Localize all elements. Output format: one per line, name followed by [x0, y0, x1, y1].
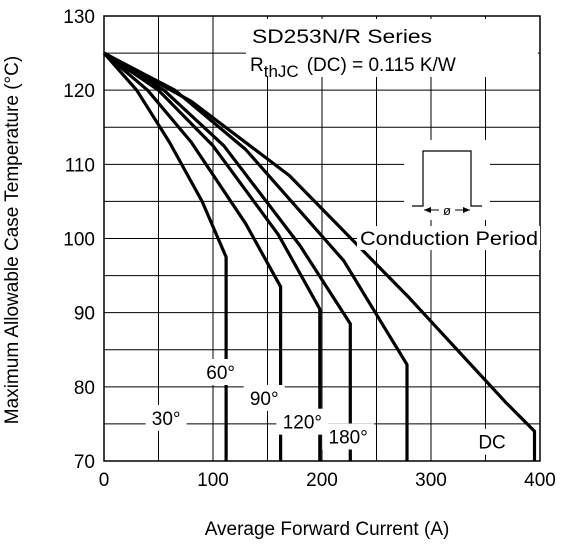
- curve-labels: 30° 60° 90°120° 180° DC: [145, 359, 508, 455]
- curve-label-backdrop: [477, 428, 508, 455]
- y-tick-label: 90: [74, 304, 95, 325]
- inset-label-backdrop: [357, 226, 540, 250]
- x-tick-label: 300: [415, 470, 447, 491]
- series-line: [103, 51, 537, 461]
- x-tick-label: 100: [197, 470, 229, 491]
- x-tick-label: 200: [306, 470, 338, 491]
- series-line: [102, 51, 283, 461]
- series-line: [102, 52, 228, 461]
- thermal-resistance-text: RthJC (DC) = 0.115 K/W: [250, 55, 456, 81]
- curve-label-backdrop: [145, 404, 187, 431]
- series-lines: [102, 51, 537, 461]
- conduction-pulse-icon: [412, 150, 482, 207]
- y-axis-title: Maximum Allowable Case Temperature (°C): [2, 56, 23, 424]
- rth-value: (DC) = 0.115 K/W: [307, 55, 456, 76]
- curve-label: 90°: [250, 389, 279, 410]
- tick-labels: 0 100 200 300 400 70 80 90 100 110 120 130: [63, 7, 556, 491]
- period-arrow-left-head: [424, 207, 431, 213]
- series-line: [103, 51, 322, 461]
- x-tick-label: 0: [99, 470, 110, 491]
- series-title-text: SD253N/R Series: [252, 27, 432, 48]
- curve-label-backdrop: [322, 423, 375, 450]
- x-axis-title: Average Forward Current (A): [205, 519, 450, 540]
- conduction-angle-symbol: ø: [443, 203, 451, 218]
- conduction-period-inset: ø Conduction Period: [357, 140, 540, 250]
- series-line: [103, 51, 352, 461]
- phi-backdrop: [439, 201, 455, 217]
- header-annotation: SD253N/R Series RthJC (DC) = 0.115 K/W: [246, 19, 538, 81]
- curve-label: 180°: [329, 428, 368, 449]
- annotation-backdrop: [246, 19, 538, 77]
- curve-label: 60°: [206, 363, 235, 384]
- curve-label-backdrop: [200, 359, 242, 385]
- y-tick-label: 80: [74, 378, 95, 399]
- conduction-period-label: Conduction Period: [360, 229, 538, 250]
- rth-subscript: thJC: [264, 62, 299, 81]
- rth-symbol: R: [250, 55, 264, 76]
- y-tick-label: 130: [63, 7, 95, 28]
- y-tick-label: 110: [65, 155, 95, 176]
- curve-label-backdrop: [243, 384, 285, 411]
- x-tick-label: 400: [524, 470, 556, 491]
- y-tick-label: 120: [63, 81, 95, 102]
- curve-label: 30°: [152, 409, 181, 430]
- y-tick-label: 100: [63, 230, 95, 251]
- curve-label: DC: [478, 433, 505, 454]
- y-tick-label: 70: [74, 452, 95, 473]
- curve-label: 120°: [283, 413, 322, 434]
- curve-label-backdrop: [276, 408, 329, 435]
- period-arrow-right-head: [463, 207, 470, 213]
